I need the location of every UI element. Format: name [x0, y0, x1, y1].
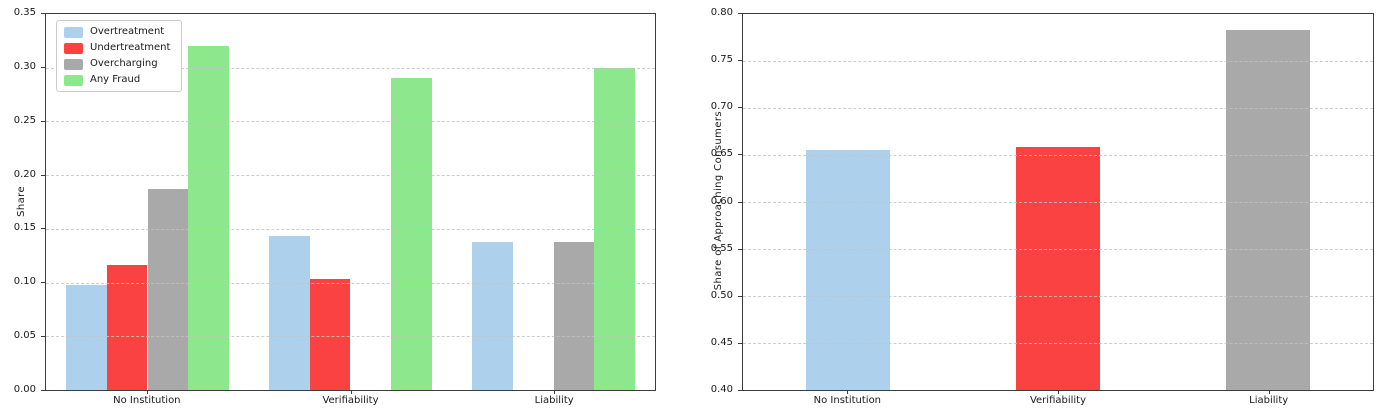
legend-label: Any Fraud — [90, 74, 141, 85]
y-axis-ticks: 0.00 0.05 0.10 0.15 0.20 0.25 0.30 0.35 — [0, 8, 45, 395]
x-tick-label: Liability — [534, 395, 574, 406]
y-tick-label: 0.75 — [710, 54, 733, 66]
plot-area: Overtreatment Undertreatment Overcharging A… — [45, 13, 656, 391]
bars-layer — [743, 14, 1373, 390]
x-tick-label: Verifiability — [1029, 395, 1087, 406]
y-tick-mark — [738, 342, 742, 344]
legend-swatch — [64, 58, 83, 70]
y-tick-mark — [41, 336, 45, 338]
legend-item: Any Fraud — [64, 74, 170, 86]
x-tick-mark — [1058, 390, 1059, 394]
x-axis-ticks: No Institution Verifiability Liability — [45, 390, 656, 411]
y-axis-ticks: 0.40 0.45 0.50 0.55 0.60 0.65 0.70 0.75 0.80 — [695, 8, 742, 395]
x-tick-label: Liability — [1249, 395, 1289, 406]
y-tick-mark — [738, 60, 742, 62]
x-tick-label: No Institution — [813, 395, 882, 406]
legend-swatch — [64, 74, 83, 86]
y-tick-mark — [41, 120, 45, 122]
y-tick-label: 0.65 — [710, 148, 733, 160]
y-tick-label: 0.05 — [13, 330, 36, 342]
y-tick-label: 0.40 — [710, 384, 733, 395]
chart-approaching-consumers: Share of Approaching Consumers 0.40 0.45 0… — [695, 0, 1389, 411]
x-tick-label: Verifiability — [322, 395, 379, 406]
legend-item: Undertreatment — [64, 42, 170, 54]
y-tick-label: 0.45 — [710, 336, 733, 348]
y-tick-mark — [41, 66, 45, 68]
y-tick-label: 0.00 — [13, 384, 36, 395]
bar — [553, 241, 595, 390]
bar — [594, 67, 635, 390]
y-tick-mark — [41, 13, 45, 14]
bar — [1016, 146, 1100, 390]
legend: Overtreatment Undertreatment Overcharging A… — [56, 20, 183, 92]
y-tick-label: 0.80 — [710, 7, 733, 18]
legend-item: Overtreatment — [64, 26, 170, 38]
plot-area — [742, 13, 1374, 391]
legend-swatch — [64, 26, 83, 38]
chart-fraud-shares: Share 0.00 0.05 0.10 0.15 0.20 0.25 0.30 0.35 O… — [0, 8, 656, 411]
y-tick-label: 0.25 — [13, 114, 36, 126]
y-tick-label: 0.50 — [710, 289, 733, 301]
x-tick-label: No Institution — [113, 395, 181, 406]
y-tick-label: 0.20 — [13, 168, 36, 180]
legend-label: Undertreatment — [90, 42, 171, 53]
y-tick-label: 0.15 — [13, 222, 36, 234]
y-tick-mark — [738, 201, 742, 203]
y-tick-label: 0.30 — [13, 60, 36, 72]
y-tick-label: 0.35 — [13, 7, 36, 18]
y-tick-label: 0.70 — [710, 101, 733, 113]
bar — [472, 241, 513, 390]
y-tick-label: 0.10 — [13, 276, 36, 288]
bar — [66, 284, 107, 390]
legend-label: Overcharging — [90, 58, 158, 69]
y-tick-mark — [41, 282, 45, 284]
x-tick-mark — [350, 390, 352, 394]
y-tick-mark — [41, 390, 45, 391]
y-tick-mark — [738, 295, 742, 297]
x-tick-mark — [146, 390, 148, 394]
y-tick-label: 0.55 — [710, 242, 733, 254]
legend-label: Overtreatment — [90, 26, 165, 37]
bar — [1226, 29, 1310, 390]
bar — [147, 189, 189, 390]
y-tick-mark — [738, 248, 742, 250]
y-tick-mark — [41, 228, 45, 230]
bar — [188, 46, 229, 390]
x-axis-ticks: No Institution Verifiability Liability — [742, 390, 1374, 411]
bar — [269, 236, 310, 390]
bar — [309, 279, 351, 390]
x-tick-mark — [554, 390, 556, 394]
bar — [106, 265, 148, 390]
y-tick-mark — [41, 174, 45, 176]
x-tick-mark — [1268, 390, 1270, 394]
legend-swatch — [64, 42, 83, 54]
bar — [391, 78, 432, 390]
y-tick-mark — [738, 390, 742, 391]
x-tick-mark — [847, 390, 849, 394]
y-tick-mark — [738, 107, 742, 109]
y-tick-label: 0.60 — [710, 195, 733, 207]
bar — [806, 150, 890, 390]
y-tick-mark — [738, 13, 742, 14]
y-tick-mark — [738, 154, 742, 156]
legend-item: Overcharging — [64, 58, 170, 70]
